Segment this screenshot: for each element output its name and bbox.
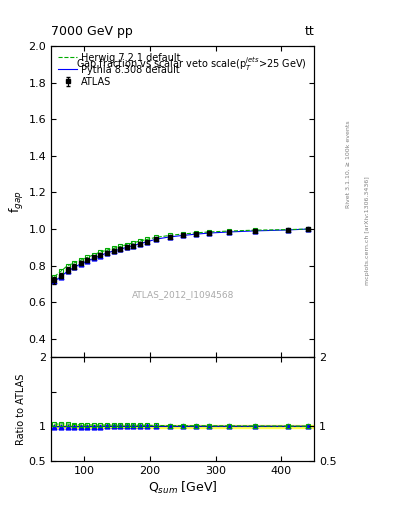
Herwig 7.2.1 default [226, 228, 231, 234]
Pythia 8.308 default [118, 246, 123, 252]
Pythia 8.308 default [98, 252, 103, 259]
Line: Herwig 7.2.1 default: Herwig 7.2.1 default [54, 229, 308, 276]
Pythia 8.308 default [105, 250, 109, 256]
Text: Rivet 3.1.10, ≥ 100k events: Rivet 3.1.10, ≥ 100k events [346, 120, 351, 208]
Pythia 8.308 default [194, 231, 198, 237]
Herwig 7.2.1 default [286, 226, 290, 232]
Herwig 7.2.1 default [52, 273, 57, 280]
Herwig 7.2.1 default [207, 229, 211, 235]
Herwig 7.2.1 default [59, 268, 63, 274]
Pythia 8.308 default [305, 226, 310, 232]
Herwig 7.2.1 default [131, 240, 136, 246]
Pythia 8.308 default [144, 239, 149, 245]
Pythia 8.308 default [59, 273, 63, 280]
Herwig 7.2.1 default [144, 237, 149, 243]
Pythia 8.308 default [111, 248, 116, 254]
Herwig 7.2.1 default [180, 231, 185, 237]
Pythia 8.308 default [180, 232, 185, 239]
X-axis label: Q$_{sum}$ [GeV]: Q$_{sum}$ [GeV] [148, 480, 217, 496]
Pythia 8.308 default [138, 241, 142, 247]
Herwig 7.2.1 default [72, 260, 77, 266]
Pythia 8.308 default [52, 278, 57, 284]
Pythia 8.308 default [131, 243, 136, 249]
Pythia 8.308 default [167, 234, 172, 240]
Text: ATLAS_2012_I1094568: ATLAS_2012_I1094568 [132, 290, 234, 300]
Herwig 7.2.1 default [138, 238, 142, 244]
Herwig 7.2.1 default [154, 234, 159, 240]
Legend: Herwig 7.2.1 default, Pythia 8.308 default, ATLAS: Herwig 7.2.1 default, Pythia 8.308 defau… [54, 49, 185, 91]
Text: 7000 GeV pp: 7000 GeV pp [51, 26, 133, 38]
Y-axis label: f$_{gap}$: f$_{gap}$ [8, 190, 26, 213]
Bar [51, 425, 314, 428]
Herwig 7.2.1 default [167, 232, 172, 239]
Herwig 7.2.1 default [125, 242, 129, 248]
Herwig 7.2.1 default [305, 226, 310, 232]
Herwig 7.2.1 default [85, 254, 90, 261]
Pythia 8.308 default [92, 255, 96, 262]
Herwig 7.2.1 default [253, 227, 257, 233]
Herwig 7.2.1 default [98, 249, 103, 255]
Herwig 7.2.1 default [92, 251, 96, 258]
Y-axis label: Ratio to ATLAS: Ratio to ATLAS [16, 373, 26, 444]
Herwig 7.2.1 default [194, 230, 198, 236]
Pythia 8.308 default [72, 264, 77, 270]
Pythia 8.308 default [65, 268, 70, 274]
Pythia 8.308 default [226, 229, 231, 235]
Pythia 8.308 default [253, 228, 257, 234]
Herwig 7.2.1 default [111, 245, 116, 251]
Pythia 8.308 default [125, 244, 129, 250]
Herwig 7.2.1 default [65, 263, 70, 269]
Text: Gap fraction vs scalar veto scale(p$_T^{jets}$>25 GeV): Gap fraction vs scalar veto scale(p$_T^{… [75, 55, 307, 73]
Herwig 7.2.1 default [118, 243, 123, 249]
Text: tt: tt [305, 26, 314, 38]
Herwig 7.2.1 default [105, 247, 109, 253]
Pythia 8.308 default [78, 261, 83, 267]
Pythia 8.308 default [286, 227, 290, 233]
Text: mcplots.cern.ch [arXiv:1306.3436]: mcplots.cern.ch [arXiv:1306.3436] [365, 176, 371, 285]
Pythia 8.308 default [207, 230, 211, 236]
Line: Pythia 8.308 default: Pythia 8.308 default [54, 229, 308, 281]
Herwig 7.2.1 default [78, 257, 83, 263]
Pythia 8.308 default [154, 236, 159, 242]
Pythia 8.308 default [85, 258, 90, 264]
